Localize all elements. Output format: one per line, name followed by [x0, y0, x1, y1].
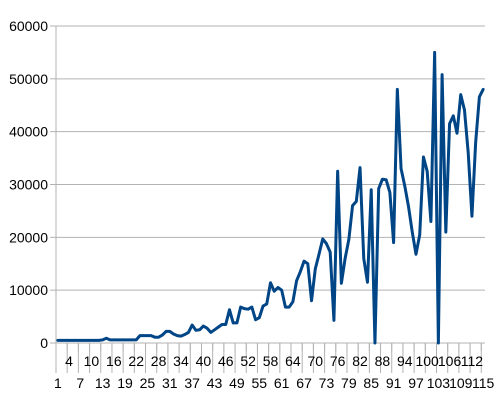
x-tick-label: 100: [415, 353, 439, 369]
x-tick-label: 19: [117, 375, 133, 391]
y-tick-label: 60000: [9, 18, 48, 34]
x-tick-label: 103: [427, 375, 451, 391]
y-tick-label: 20000: [9, 229, 48, 245]
gridlines: [56, 25, 485, 344]
x-tick-label: 10: [84, 353, 100, 369]
x-tick-label: 64: [285, 353, 301, 369]
x-tick-label: 85: [363, 375, 379, 391]
x-tick-label: 7: [76, 375, 84, 391]
x-tick-label: 79: [341, 375, 357, 391]
x-tick-label: 31: [162, 375, 178, 391]
series-group: [56, 50, 485, 345]
x-tick-label: 70: [307, 353, 323, 369]
x-tick-label: 112: [461, 353, 484, 369]
y-tick-label: 40000: [9, 124, 48, 140]
x-tick-label: 82: [352, 353, 368, 369]
series-line-0: [56, 50, 485, 345]
x-tick-label: 40: [196, 353, 212, 369]
y-tick-labels: 0 10000 20000 30000 40000 50000 60000: [9, 18, 48, 351]
x-tick-label: 97: [408, 375, 424, 391]
x-tick-label: 16: [106, 353, 122, 369]
axes: [50, 25, 485, 373]
x-tick-label: 76: [330, 353, 346, 369]
x-tick-label: 1: [54, 375, 62, 391]
x-tick-label: 58: [263, 353, 279, 369]
x-tick-label: 28: [151, 353, 167, 369]
x-tick-label: 91: [386, 375, 402, 391]
x-tick-label: 73: [319, 375, 335, 391]
x-tick-label: 67: [296, 375, 312, 391]
x-tick-label: 34: [173, 353, 189, 369]
x-tick-label: 22: [128, 353, 144, 369]
x-tick-label: 55: [252, 375, 268, 391]
x-tick-label: 46: [218, 353, 234, 369]
x-tick-label: 94: [397, 353, 413, 369]
y-tick-label: 10000: [9, 282, 48, 298]
x-tick-label: 13: [95, 375, 111, 391]
x-tick-label: 4: [65, 353, 73, 369]
y-tick-label: 0: [40, 335, 48, 351]
x-tick-label: 109: [449, 375, 473, 391]
x-tick-label: 49: [229, 375, 245, 391]
x-tick-label: 37: [184, 375, 200, 391]
y-tick-label: 30000: [9, 177, 48, 193]
x-tick-label: 25: [140, 375, 156, 391]
x-tick-label: 106: [438, 353, 462, 369]
x-tick-labels: 4 10 16 22 28 34 40 46 52 58 64 70 76 82 88 94 100 106 112…: [54, 353, 495, 391]
x-tick-label: 43: [207, 375, 223, 391]
x-tick-label: 52: [240, 353, 256, 369]
x-tick-label: 61: [274, 375, 290, 391]
x-tick-label: 115: [472, 375, 495, 391]
x-tick-label: 88: [375, 353, 391, 369]
y-tick-label: 50000: [9, 71, 48, 87]
